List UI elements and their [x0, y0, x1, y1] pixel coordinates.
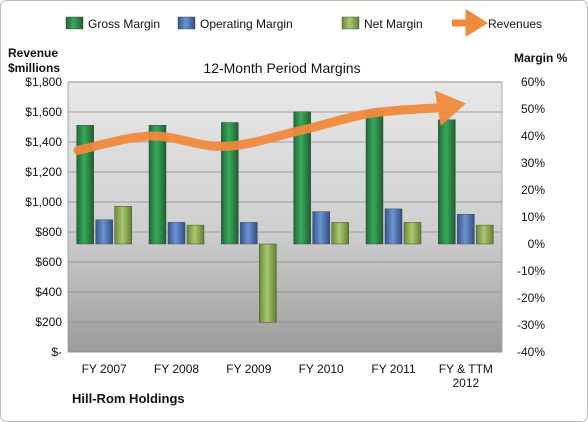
legend-net-margin-swatch: [341, 16, 360, 30]
operating-margin-bar: [95, 219, 113, 245]
grid-lines: [68, 81, 502, 353]
category-label: FY 2008: [154, 362, 199, 376]
legend-operating-margin-swatch: [177, 16, 196, 30]
left-tick-label: $1,200: [25, 165, 62, 179]
right-tick-label: 50%: [521, 102, 545, 116]
gross-margin-bar: [365, 111, 384, 245]
gross-margin-bar: [293, 111, 311, 245]
gross-margin-bar: [76, 124, 94, 245]
operating-margin-bar: [240, 222, 258, 245]
net-margin-bar: [259, 243, 277, 323]
right-tick-label: -30%: [517, 318, 545, 332]
operating-margin-bar: [457, 214, 475, 245]
bars-layer: [76, 111, 494, 323]
company-name: Hill-Rom Holdings: [72, 391, 185, 406]
right-tick-label: 40%: [521, 129, 545, 143]
left-tick-label: $1,800: [25, 75, 62, 89]
gross-margin-bar: [438, 119, 456, 245]
right-tick-label: 20%: [521, 183, 545, 197]
category-label: FY 2009: [226, 362, 271, 376]
axes-layer: $- $200 $400 $600 $800 $1,000 $1,200 $1,400 $1,6…: [25, 75, 545, 390]
chart-title: 12-Month Period Margins: [203, 60, 360, 76]
right-tick-label: 0%: [528, 237, 546, 251]
category-label: 2012: [452, 376, 479, 390]
revenue-line: [73, 90, 467, 155]
legend-net-margin-label: Net Margin: [364, 17, 423, 31]
right-tick-label: -10%: [517, 264, 545, 278]
right-tick-label: 30%: [521, 156, 545, 170]
right-tick-label: -40%: [517, 345, 545, 359]
left-tick-label: $400: [35, 285, 62, 299]
left-axis-title-line1: Revenue: [8, 46, 58, 60]
operating-margin-bar: [167, 222, 186, 245]
legend-gross-margin-swatch: [65, 16, 84, 30]
net-margin-bar: [403, 222, 422, 245]
revenue-line-layer: [73, 90, 467, 155]
right-axis-title: Margin %: [514, 51, 568, 65]
category-label: FY 2010: [299, 362, 344, 376]
legend-gross-margin-label: Gross Margin: [88, 17, 160, 31]
left-tick-label: $1,400: [25, 135, 62, 149]
right-tick-label: 10%: [521, 210, 545, 224]
gross-margin-bar: [148, 124, 167, 245]
category-label: FY & TTM: [439, 362, 493, 376]
legend-revenues-label: Revenues: [488, 17, 542, 31]
category-label: FY 2011: [371, 362, 416, 376]
net-margin-bar: [186, 224, 205, 245]
left-tick-label: $-: [51, 345, 62, 359]
operating-margin-bar: [384, 208, 403, 245]
left-tick-label: $800: [35, 225, 62, 239]
left-tick-label: $1,000: [25, 195, 62, 209]
operating-margin-bar: [312, 211, 330, 245]
right-tick-label: 60%: [521, 75, 545, 89]
net-margin-bar: [476, 224, 494, 245]
plot-area: [67, 81, 503, 353]
legend: Gross Margin Operating Margin Net Margin Re…: [65, 9, 542, 37]
legend-operating-margin-label: Operating Margin: [200, 17, 293, 31]
left-tick-label: $600: [35, 255, 62, 269]
category-label: FY 2007: [82, 362, 127, 376]
right-tick-label: -20%: [517, 291, 545, 305]
net-margin-bar: [331, 222, 349, 245]
net-margin-bar: [114, 205, 132, 245]
gross-margin-bar: [221, 122, 239, 245]
left-tick-label: $1,600: [25, 105, 62, 119]
left-tick-label: $200: [35, 315, 62, 329]
left-axis-title-line2: $millions: [8, 61, 60, 75]
